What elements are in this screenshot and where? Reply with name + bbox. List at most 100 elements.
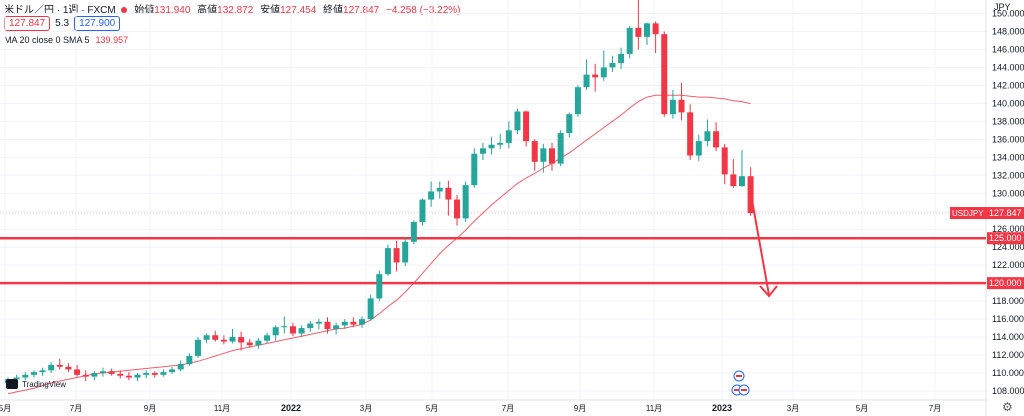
- y-tick-label: 116.000: [992, 314, 1024, 324]
- candle-body: [359, 319, 366, 325]
- candle-body: [341, 321, 348, 326]
- candle-body: [540, 148, 547, 162]
- open-value: 131.940: [154, 5, 191, 16]
- level-badge-label: 125.000: [989, 233, 1022, 243]
- candle-body: [186, 355, 193, 365]
- candle-body: [22, 374, 29, 378]
- x-tick-label: 7月: [502, 404, 514, 413]
- spread-value: 5.3: [55, 18, 70, 29]
- y-tick-label: 110.000: [992, 368, 1024, 378]
- x-tick-label: 5月: [856, 404, 868, 413]
- candle-body: [462, 185, 469, 219]
- y-tick-label: 148.000: [992, 26, 1024, 36]
- candle-body: [367, 298, 374, 320]
- candle-body: [143, 373, 150, 375]
- candle-body: [505, 130, 512, 143]
- x-tick-label: 2022: [281, 403, 301, 413]
- level-badge: [987, 277, 1024, 290]
- candle-body: [56, 364, 63, 367]
- open-label: 始値: [134, 5, 155, 16]
- close-label: 終値: [323, 5, 344, 16]
- close-value: 127.847: [343, 5, 380, 16]
- candle-body: [514, 111, 521, 131]
- candle-body: [695, 141, 702, 156]
- y-tick-label: 150.000: [992, 8, 1024, 18]
- x-tick-label: 11月: [214, 404, 230, 413]
- candle-body: [583, 74, 590, 88]
- candle-body: [281, 326, 288, 328]
- candle-body: [220, 339, 227, 342]
- candle-body: [626, 27, 633, 54]
- y-tick-label: 134.000: [992, 152, 1024, 162]
- ma-line: [7, 94, 751, 395]
- x-tick-label: 11月: [646, 404, 662, 413]
- y-tick-label: 132.000: [992, 170, 1024, 180]
- event-flag-stripe: [734, 389, 740, 391]
- indicator-label: MA 20 close 0 SMA 5: [4, 35, 90, 45]
- change-value: −4.258 (−3.22%): [385, 5, 461, 16]
- candle-body: [531, 141, 538, 162]
- candle-body: [661, 34, 668, 115]
- candle-body: [307, 323, 314, 329]
- x-tick-label: 2023: [712, 403, 732, 413]
- candle-body: [523, 111, 530, 142]
- tradingview-logo-icon: [6, 379, 18, 389]
- indicator-value: 139.957: [95, 35, 129, 45]
- candle-body: [488, 144, 495, 149]
- y-axis-unit: JPY: [994, 2, 1011, 12]
- candle-body: [600, 67, 607, 78]
- candle-body: [65, 366, 72, 370]
- candle-body: [635, 27, 642, 37]
- candle-body: [324, 321, 331, 329]
- y-tick-label: 108.000: [992, 386, 1024, 396]
- candle-body: [747, 176, 754, 214]
- candle-body: [410, 222, 417, 242]
- candle-body: [39, 370, 46, 373]
- symbol-title[interactable]: 米ドル／円 · 1週 · FXCM: [4, 5, 116, 16]
- x-tick-label: 9月: [144, 404, 156, 413]
- candle-body: [592, 74, 599, 78]
- candle-body: [203, 335, 210, 340]
- x-tick-label: 9月: [574, 404, 586, 413]
- candle-body: [713, 131, 720, 148]
- candle-body: [384, 248, 391, 275]
- candle-body: [678, 99, 685, 113]
- candle-body: [272, 327, 279, 336]
- candle-body: [229, 337, 236, 342]
- candle-body: [479, 148, 486, 154]
- candle-body: [704, 131, 711, 142]
- ask-button[interactable]: 127.900: [74, 16, 121, 31]
- tradingview-logo: TradingView: [6, 379, 66, 389]
- indicator-legend[interactable]: MA 20 close 0 SMA 5 139.957: [4, 35, 128, 45]
- candle-body: [264, 335, 271, 341]
- candle-body: [428, 191, 435, 200]
- candle-body: [315, 321, 322, 324]
- candle-body: [117, 373, 124, 376]
- gear-icon[interactable]: ⚙: [1002, 400, 1013, 414]
- event-flag-stripe: [736, 375, 742, 377]
- y-tick-label: 122.000: [992, 260, 1024, 270]
- y-tick-label: 124.000: [992, 242, 1024, 252]
- candle-body: [557, 133, 564, 164]
- x-tick-label: 5月: [426, 404, 438, 413]
- candle-body: [212, 335, 219, 340]
- market-status-dot: [121, 7, 128, 13]
- x-tick-label: 7月: [929, 404, 941, 413]
- candle-body: [298, 328, 305, 334]
- candle-body: [30, 372, 37, 375]
- candle-body: [687, 112, 694, 156]
- candle-body: [48, 364, 55, 371]
- candle-body: [255, 340, 262, 346]
- y-tick-label: 136.000: [992, 134, 1024, 144]
- y-tick-label: 114.000: [992, 332, 1024, 342]
- candle-body: [669, 99, 676, 115]
- high-value: 132.872: [217, 5, 254, 16]
- candle-body: [402, 241, 409, 263]
- candle-body: [160, 372, 167, 375]
- level-badge: [987, 232, 1024, 245]
- candle-body: [419, 199, 426, 223]
- candle-body: [108, 371, 115, 374]
- candle-body: [454, 199, 461, 219]
- candle-body: [497, 142, 504, 145]
